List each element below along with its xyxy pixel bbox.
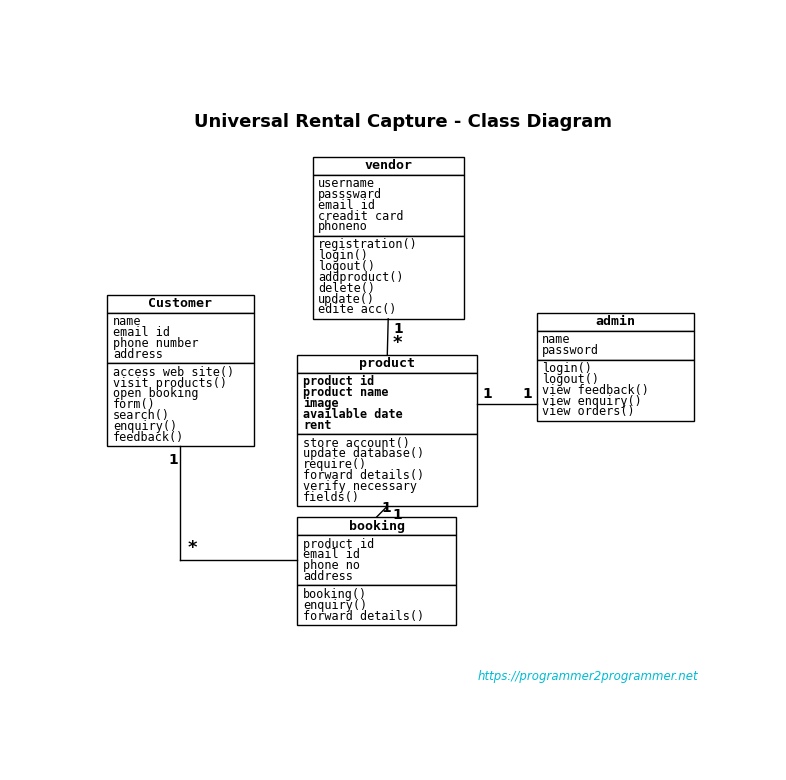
Text: phone number: phone number xyxy=(113,337,198,350)
Text: name: name xyxy=(113,315,141,328)
Bar xyxy=(297,586,456,625)
Bar xyxy=(108,313,254,363)
Text: Universal Rental Capture - Class Diagram: Universal Rental Capture - Class Diagram xyxy=(194,113,612,131)
Bar xyxy=(313,157,464,175)
Bar xyxy=(537,313,694,331)
Bar xyxy=(537,360,694,421)
Text: 1: 1 xyxy=(482,387,492,401)
Text: login(): login() xyxy=(542,362,592,375)
Text: forward details(): forward details() xyxy=(303,469,424,482)
Text: booking(): booking() xyxy=(303,588,367,601)
Text: address: address xyxy=(113,348,163,361)
Text: product id: product id xyxy=(303,375,374,388)
Text: vendor: vendor xyxy=(364,159,412,172)
Text: store account(): store account() xyxy=(303,437,410,449)
Text: email id: email id xyxy=(318,199,375,212)
Text: Customer: Customer xyxy=(149,297,212,310)
Text: enquiry(): enquiry() xyxy=(303,599,367,612)
Text: require(): require() xyxy=(303,459,367,471)
Text: *: * xyxy=(188,539,197,557)
Text: fields(): fields() xyxy=(303,491,360,504)
Text: phone no: phone no xyxy=(303,559,360,573)
Text: admin: admin xyxy=(596,315,635,328)
Text: feedback(): feedback() xyxy=(113,431,184,444)
Text: open booking: open booking xyxy=(113,388,198,400)
Bar xyxy=(108,363,254,446)
Bar xyxy=(297,535,456,586)
Bar xyxy=(313,175,464,236)
Bar xyxy=(297,434,477,506)
Text: 1: 1 xyxy=(522,387,532,401)
Text: https://programmer2programmer.net: https://programmer2programmer.net xyxy=(478,670,698,683)
Text: view orders(): view orders() xyxy=(542,406,635,418)
Text: 1: 1 xyxy=(168,453,178,467)
Text: rent: rent xyxy=(303,419,332,431)
Text: 1: 1 xyxy=(381,502,391,516)
Text: name: name xyxy=(542,333,571,346)
Text: booking: booking xyxy=(349,519,405,533)
Text: view feedback(): view feedback() xyxy=(542,384,649,397)
Text: logout(): logout() xyxy=(542,373,599,386)
Text: email id: email id xyxy=(113,326,170,339)
Text: update(): update() xyxy=(318,292,375,306)
Text: 1: 1 xyxy=(392,508,402,522)
Text: image: image xyxy=(303,397,339,410)
Text: product id: product id xyxy=(303,537,374,551)
Text: forward details(): forward details() xyxy=(303,610,424,622)
Text: form(): form() xyxy=(113,399,156,411)
Text: address: address xyxy=(303,570,353,583)
Text: addproduct(): addproduct() xyxy=(318,271,404,284)
Text: update database(): update database() xyxy=(303,448,424,460)
Text: username: username xyxy=(318,177,375,190)
Text: passsward: passsward xyxy=(318,188,382,201)
Text: registration(): registration() xyxy=(318,239,418,251)
Text: 1: 1 xyxy=(393,322,403,336)
Text: edite acc(): edite acc() xyxy=(318,303,396,317)
Text: delete(): delete() xyxy=(318,282,375,295)
Text: view enquiry(): view enquiry() xyxy=(542,395,642,408)
Bar xyxy=(313,236,464,319)
Bar xyxy=(297,517,456,535)
Text: enquiry(): enquiry() xyxy=(113,420,177,433)
Bar xyxy=(108,295,254,313)
Bar xyxy=(537,331,694,360)
Text: creadit card: creadit card xyxy=(318,210,404,222)
Text: phoneno: phoneno xyxy=(318,221,368,233)
Text: visit products(): visit products() xyxy=(113,377,227,389)
Text: verify necessary: verify necessary xyxy=(303,480,417,493)
Text: logout(): logout() xyxy=(318,260,375,273)
Text: access web site(): access web site() xyxy=(113,366,234,379)
Text: product name: product name xyxy=(303,386,388,399)
Text: available date: available date xyxy=(303,408,402,421)
Text: *: * xyxy=(392,334,402,352)
Text: search(): search() xyxy=(113,409,170,422)
Bar xyxy=(297,355,477,373)
Text: login(): login() xyxy=(318,250,368,262)
Text: product: product xyxy=(359,357,415,370)
Text: password: password xyxy=(542,344,599,357)
Text: email id: email id xyxy=(303,548,360,562)
Bar xyxy=(297,373,477,434)
